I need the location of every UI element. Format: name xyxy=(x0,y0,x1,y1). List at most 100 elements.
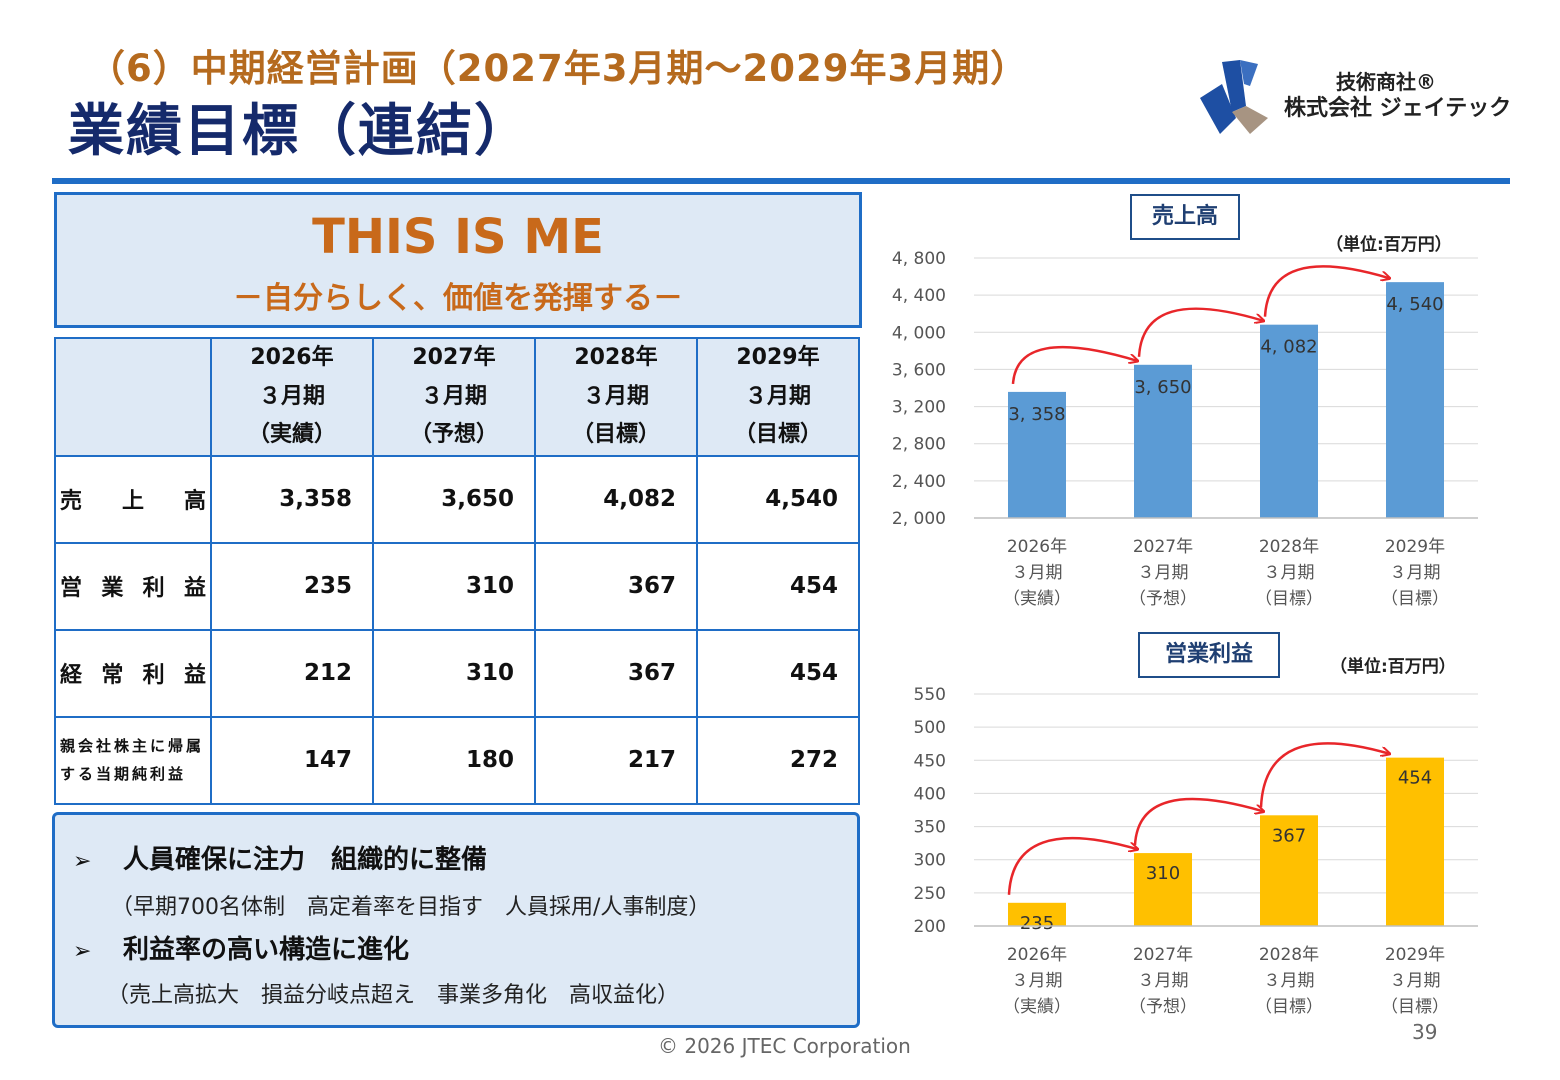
bar xyxy=(1386,757,1444,926)
y-tick-label: 250 xyxy=(914,884,946,904)
y-tick-label: 4, 800 xyxy=(892,249,946,269)
column-header: 2026年 ３月期 （実績） xyxy=(210,337,374,457)
y-tick-label: 2, 400 xyxy=(892,472,946,492)
slogan-banner: THIS IS ME －自分らしく、価値を発揮する－ xyxy=(54,192,862,328)
sales-bar-chart: 2, 000 2, 400 2, 800 3, 200 3, 600 4, 000 4, 4… xyxy=(892,249,1478,609)
table-row: 親会社株主に帰属 する当期純利益 147 180 217 272 xyxy=(54,715,860,805)
data-label: 310 xyxy=(1146,863,1180,884)
x-tick-label: （目標） xyxy=(1381,997,1449,1017)
arrow-bullet-icon: ➢ xyxy=(73,849,92,874)
x-tick-label: 2028年 xyxy=(1259,537,1319,557)
y-tick-label: 500 xyxy=(914,718,946,738)
table-cell: 217 xyxy=(534,715,698,805)
table-cell: 212 xyxy=(210,628,374,718)
y-tick-label: 3, 600 xyxy=(892,360,946,380)
table-row: 売上高 3,358 3,650 4,082 4,540 xyxy=(54,454,860,544)
x-tick-label: （目標） xyxy=(1381,589,1449,609)
y-tick-label: 450 xyxy=(914,751,946,771)
y-tick-label: 4, 000 xyxy=(892,323,946,343)
table-cell: 272 xyxy=(696,715,860,805)
data-label: 4, 082 xyxy=(1260,337,1317,358)
bar xyxy=(1008,902,1066,926)
operating-profit-bar-chart: 200 250 300 350 400 450 500 550 235 2026年 ３月期 （実績） 3… xyxy=(914,685,1478,1017)
column-header: 2027年 ３月期 （予想） xyxy=(372,337,536,457)
table-cell: 310 xyxy=(372,541,536,631)
row-label-operating-profit: 営業利益 xyxy=(54,541,212,631)
bar xyxy=(1134,364,1192,518)
copyright: © 2026 JTEC Corporation xyxy=(658,1034,911,1058)
page-title: 業績目標（連結） xyxy=(68,99,532,164)
table-cell: 3,650 xyxy=(372,454,536,544)
x-tick-label: （目標） xyxy=(1255,997,1323,1017)
operating-profit-chart-unit: （単位:百万円） xyxy=(1330,657,1456,677)
table-header-row: 2026年 ３月期 （実績） 2027年 ３月期 （予想） 2028年 ３月期 （目標） 2… xyxy=(54,337,860,457)
company-name: 技術商社® 株式会社 ジェイテック xyxy=(1284,70,1511,123)
slogan-main: THIS IS ME xyxy=(312,209,604,265)
note-bullet: ➢ 人員確保に注力 組織的に整備 xyxy=(73,845,488,875)
trend-arrow xyxy=(1137,307,1263,357)
x-tick-label: ３月期 xyxy=(1264,563,1315,583)
bar xyxy=(1008,391,1066,518)
table-cell: 4,540 xyxy=(696,454,860,544)
x-tick-label: 2027年 xyxy=(1133,537,1193,557)
bar xyxy=(1386,282,1444,518)
y-tick-label: 2, 000 xyxy=(892,509,946,529)
data-label: 3, 650 xyxy=(1134,377,1191,398)
x-tick-label: 2027年 xyxy=(1133,945,1193,965)
x-tick-label: 2029年 xyxy=(1385,537,1445,557)
trend-arrow xyxy=(1011,345,1137,384)
arrow-bullet-icon: ➢ xyxy=(73,939,92,964)
table-cell: 367 xyxy=(534,628,698,718)
y-tick-label: 4, 400 xyxy=(892,286,946,306)
operating-profit-chart-title: 営業利益 xyxy=(1138,632,1280,678)
y-tick-label: 200 xyxy=(914,917,946,937)
table-cell: 454 xyxy=(696,541,860,631)
bar xyxy=(1260,324,1318,518)
x-tick-label: ３月期 xyxy=(1264,971,1315,991)
x-tick-label: 2028年 xyxy=(1259,945,1319,965)
x-tick-label: 2026年 xyxy=(1007,537,1067,557)
table-row: 営業利益 235 310 367 454 xyxy=(54,541,860,631)
data-label: 3, 358 xyxy=(1008,404,1065,425)
table-cell: 147 xyxy=(210,715,374,805)
y-tick-label: 550 xyxy=(914,685,946,705)
y-tick-label: 350 xyxy=(914,818,946,838)
trend-arrow xyxy=(1259,742,1389,808)
sales-chart-title: 売上高 xyxy=(1130,194,1240,240)
x-tick-label: （予想） xyxy=(1129,997,1197,1017)
bar xyxy=(1260,815,1318,926)
row-label-net-income: 親会社株主に帰属 する当期純利益 xyxy=(54,715,212,805)
note-bullet: ➢ 利益率の高い構造に進化 xyxy=(73,935,410,965)
header-divider xyxy=(52,178,1510,184)
note-detail: （売上高拡大 損益分岐点超え 事業多角化 高収益化） xyxy=(107,983,680,1008)
x-tick-label: ３月期 xyxy=(1390,971,1441,991)
column-header: 2029年 ３月期 （目標） xyxy=(696,337,860,457)
logo-company: 株式会社 ジェイテック xyxy=(1284,96,1512,121)
table-cell: 235 xyxy=(210,541,374,631)
trend-arrow xyxy=(1007,836,1137,895)
x-tick-label: ３月期 xyxy=(1390,563,1441,583)
financial-targets-table: 2026年 ３月期 （実績） 2027年 ３月期 （予想） 2028年 ３月期 （目標） 2… xyxy=(54,337,860,805)
x-tick-label: ３月期 xyxy=(1138,971,1189,991)
page-number: 39 xyxy=(1412,1020,1438,1044)
table-corner-cell xyxy=(54,337,212,457)
bar xyxy=(1134,853,1192,926)
x-tick-label: （予想） xyxy=(1129,589,1197,609)
strategy-notes: ➢ 人員確保に注力 組織的に整備 （早期700名体制 高定着率を目指す 人員採用/… xyxy=(52,812,860,1028)
sales-chart-unit: （単位:百万円） xyxy=(1326,235,1452,255)
table-cell: 310 xyxy=(372,628,536,718)
data-label: 367 xyxy=(1272,825,1306,846)
table-cell: 367 xyxy=(534,541,698,631)
x-tick-label: （実績） xyxy=(1003,589,1071,609)
x-tick-label: （目標） xyxy=(1255,589,1323,609)
table-cell: 4,082 xyxy=(534,454,698,544)
logo-tagline: 技術商社® xyxy=(1336,70,1436,94)
data-label: 4, 540 xyxy=(1386,294,1443,315)
company-logo-icon xyxy=(1200,60,1268,134)
column-header: 2028年 ３月期 （目標） xyxy=(534,337,698,457)
note-detail: （早期700名体制 高定着率を目指す 人員採用/人事制度） xyxy=(111,895,711,920)
y-tick-label: 300 xyxy=(914,851,946,871)
x-tick-label: 2026年 xyxy=(1007,945,1067,965)
trend-arrow xyxy=(1263,265,1389,317)
x-tick-label: （実績） xyxy=(1003,997,1071,1017)
